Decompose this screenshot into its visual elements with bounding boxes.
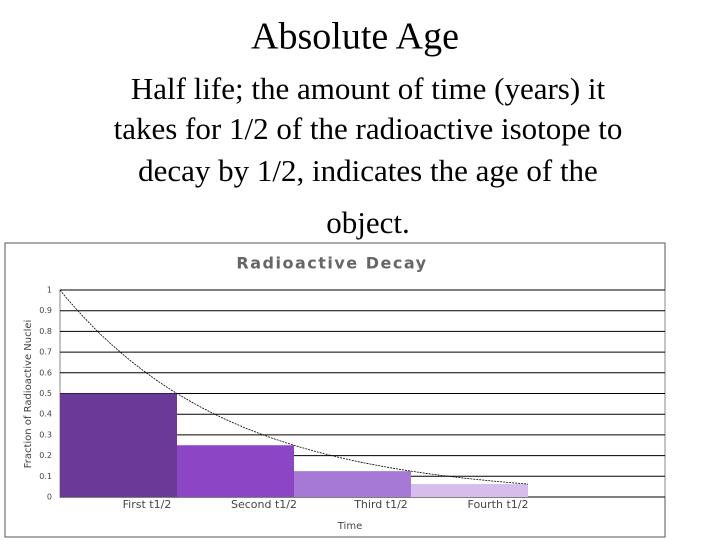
y-tick-label: 0.6 [39,368,52,377]
bar [294,471,411,497]
x-tick-label: First t1/2 [123,498,172,511]
y-tick-label: 0.1 [39,472,52,481]
y-axis-label: Fraction of Radioactive Nuclei [23,320,34,469]
y-tick-label: 0.5 [39,389,52,398]
bar [411,484,528,497]
bar [60,393,177,497]
decay-curve [59,289,529,485]
body-line: Half life; the amount of time (years) it [131,71,606,106]
x-tick-label: Third t1/2 [353,498,408,511]
x-axis-label: Time [337,521,362,532]
y-tick-label: 0.4 [39,410,52,419]
slide-title: Absolute Age [251,16,459,58]
y-tick-label: 0 [47,493,52,502]
x-tick-label: Fourth t1/2 [468,498,529,511]
body-line: object. [326,205,410,240]
y-tick-label: 0.7 [39,348,52,357]
chart-title: Radioactive Decay [236,254,427,273]
body-line: decay by 1/2, indicates the age of the [138,153,598,188]
bar [177,445,294,497]
y-tick-label: 0.8 [39,327,52,336]
y-tick-label: 0.3 [39,430,52,439]
y-tick-label: 1 [47,286,52,295]
y-tick-label: 0.2 [39,451,52,460]
body-line: takes for 1/2 of the radioactive isotope… [114,111,623,146]
x-tick-label: Second t1/2 [231,498,297,511]
y-tick-label: 0.9 [39,306,52,315]
